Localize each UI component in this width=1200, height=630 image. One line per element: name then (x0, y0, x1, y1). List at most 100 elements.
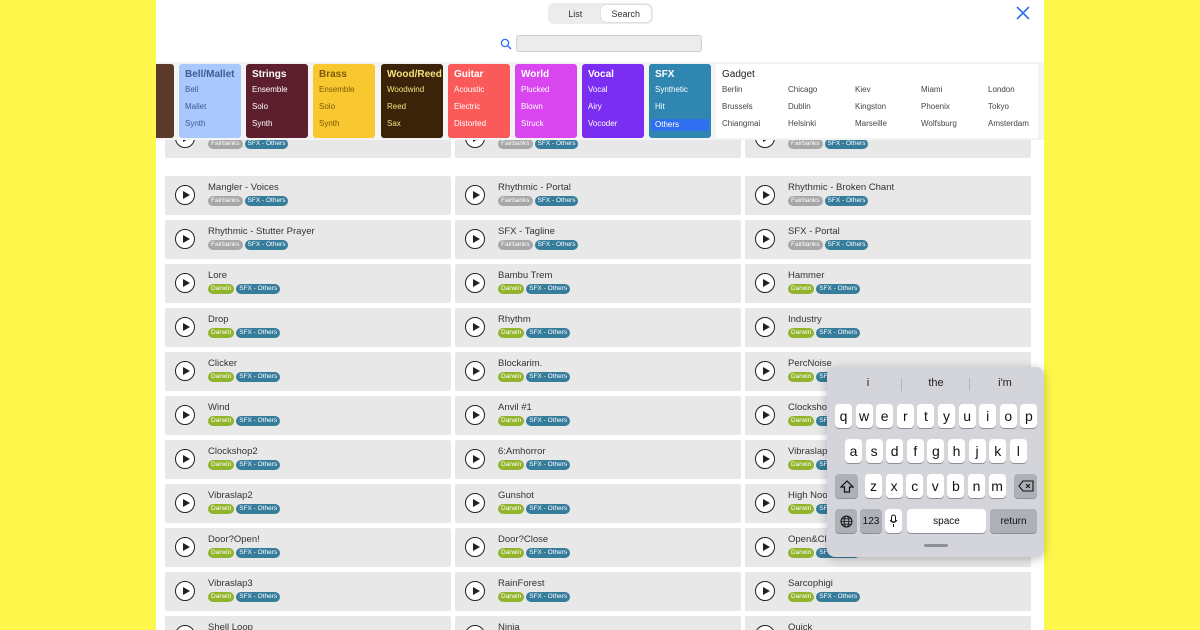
category-subitem[interactable]: Hit (655, 102, 665, 111)
key-f[interactable]: f (906, 439, 924, 463)
gadget-subitem[interactable]: Miami (921, 85, 943, 94)
category-subitem[interactable]: Bell (185, 85, 199, 94)
sound-card[interactable]: Door?Close Darwin SFX - Others (455, 528, 741, 567)
category-subitem[interactable]: Vocal (588, 85, 608, 94)
play-icon[interactable] (465, 493, 485, 513)
category-card-wood-reed[interactable]: Wood/Reed Woodwind Reed Sax (381, 64, 443, 138)
play-icon[interactable] (465, 361, 485, 381)
play-icon[interactable] (175, 317, 195, 337)
sound-card[interactable]: Rhythmic - Broken Chant Fairbanks SFX - Ot… (745, 176, 1031, 215)
category-card-partial[interactable] (156, 64, 174, 138)
segment-search[interactable]: Search (600, 5, 651, 22)
category-subitem[interactable]: Ensemble (319, 85, 355, 94)
category-subitem[interactable]: Reed (387, 102, 407, 111)
delete-key[interactable] (1014, 474, 1037, 498)
gadget-subitem[interactable]: Kingston (855, 102, 887, 111)
key-q[interactable]: q (835, 404, 852, 428)
play-icon[interactable] (755, 493, 775, 513)
sound-card[interactable]: Vibraslap3 Darwin SFX - Others (165, 572, 451, 611)
category-subitem[interactable]: Mallet (185, 102, 207, 111)
category-card-strings[interactable]: Strings Ensemble Solo Synth (246, 64, 308, 138)
gadget-subitem[interactable]: Chiangmai (722, 119, 761, 128)
category-subitem[interactable]: Synth (319, 119, 340, 128)
gadget-subitem[interactable]: London (988, 85, 1015, 94)
play-icon[interactable] (175, 449, 195, 469)
gadget-subitem[interactable]: Helsinki (788, 119, 817, 128)
category-card-gadget[interactable]: Gadget Berlin Chicago Kiev Miami London Brusse… (716, 64, 1038, 138)
play-icon[interactable] (175, 361, 195, 381)
play-icon[interactable] (465, 317, 485, 337)
key-e[interactable]: e (876, 404, 894, 428)
key-k[interactable]: k (989, 439, 1007, 463)
sound-card[interactable]: Clicker Darwin SFX - Others (165, 352, 451, 391)
key-s[interactable]: s (865, 439, 883, 463)
sound-card[interactable]: Ninja (455, 616, 741, 630)
key-h[interactable]: h (948, 439, 965, 463)
category-subitem[interactable]: Struck (521, 119, 544, 128)
sound-card[interactable]: Quick (745, 616, 1031, 630)
key-p[interactable]: p (1020, 404, 1038, 428)
play-icon[interactable] (755, 581, 775, 601)
sound-card[interactable]: Lore Darwin SFX - Others (165, 264, 451, 303)
sound-card[interactable]: Rhythmic - Portal Fairbanks SFX - Others (455, 176, 741, 215)
play-icon[interactable] (465, 405, 485, 425)
sound-card[interactable]: Vibraslap2 Darwin SFX - Others (165, 484, 451, 523)
category-subitem[interactable]: Airy (588, 102, 602, 111)
gadget-subitem[interactable]: Tokyo (988, 102, 1009, 111)
play-icon[interactable] (465, 273, 485, 293)
gadget-subitem[interactable]: Wolfsburg (921, 119, 957, 128)
segment-list[interactable]: List (568, 8, 583, 19)
sound-card[interactable]: Blockarim. Darwin SFX - Others (455, 352, 741, 391)
sound-card[interactable]: Anvil #1 Darwin SFX - Others (455, 396, 741, 435)
play-icon[interactable] (175, 229, 195, 249)
close-icon[interactable] (1014, 4, 1032, 22)
play-icon[interactable] (755, 229, 775, 249)
play-icon[interactable] (175, 140, 195, 148)
play-icon[interactable] (465, 537, 485, 557)
play-icon[interactable] (175, 405, 195, 425)
category-subitem[interactable]: Woodwind (387, 85, 425, 94)
space-key[interactable]: space (907, 509, 986, 533)
sound-card[interactable]: Bambu Trem Darwin SFX - Others (455, 264, 741, 303)
gadget-subitem[interactable]: Phoenix (921, 102, 950, 111)
sound-card[interactable]: Sarcophigi Darwin SFX - Others (745, 572, 1031, 611)
gadget-subitem[interactable]: Marseille (855, 119, 888, 128)
category-subitem[interactable]: Electric (454, 102, 481, 111)
category-subitem[interactable]: Acoustic (454, 85, 485, 94)
search-input[interactable] (516, 35, 702, 52)
sound-card[interactable]: Wind Darwin SFX - Others (165, 396, 451, 435)
key-u[interactable]: u (958, 404, 976, 428)
keyboard-dismiss-handle[interactable] (924, 544, 948, 547)
microphone-key[interactable] (885, 509, 902, 533)
play-icon[interactable] (755, 449, 775, 469)
category-subitem[interactable]: Synth (252, 119, 273, 128)
key-g[interactable]: g (927, 439, 945, 463)
sound-card[interactable]: Industry Darwin SFX - Others (745, 308, 1031, 347)
category-subitem[interactable]: Distorted (454, 119, 487, 128)
category-subitem[interactable]: Ensemble (252, 85, 288, 94)
gadget-subitem[interactable]: Amsterdam (988, 119, 1029, 128)
key-x[interactable]: x (885, 474, 903, 498)
sound-card[interactable]: SFX - Tagline Fairbanks SFX - Others (455, 220, 741, 259)
suggestion-1[interactable]: i (866, 377, 870, 389)
play-icon[interactable] (465, 625, 485, 630)
sound-card[interactable]: Gunshot Darwin SFX - Others (455, 484, 741, 523)
key-z[interactable]: z (865, 474, 882, 498)
gadget-subitem[interactable]: Chicago (788, 85, 818, 94)
key-v[interactable]: v (926, 474, 944, 498)
category-card-world[interactable]: World Plucked Blown Struck (515, 64, 577, 138)
gadget-subitem[interactable]: Brussels (722, 102, 753, 111)
play-icon[interactable] (465, 581, 485, 601)
category-card-guitar[interactable]: Guitar Acoustic Electric Distorted (448, 64, 510, 138)
return-key[interactable]: return (990, 509, 1037, 533)
category-subitem[interactable]: Synth (185, 119, 206, 128)
suggestion-3[interactable]: i'm (998, 377, 1012, 389)
sound-card[interactable]: Clockshop2 Darwin SFX - Others (165, 440, 451, 479)
play-icon[interactable] (755, 625, 775, 630)
sound-card[interactable]: Hammer Darwin SFX - Others (745, 264, 1031, 303)
category-subitem[interactable]: Plucked (521, 85, 550, 94)
key-w[interactable]: w (855, 404, 873, 428)
gadget-subitem[interactable]: Kiev (855, 85, 871, 94)
category-card-sfx[interactable]: SFX Synthetic Hit Others (649, 64, 711, 138)
play-icon[interactable] (755, 405, 775, 425)
